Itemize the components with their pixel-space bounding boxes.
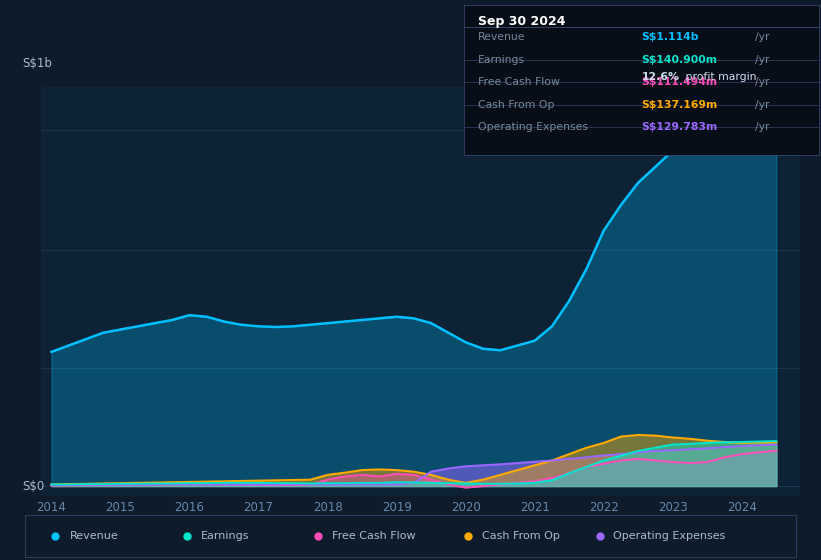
Text: Free Cash Flow: Free Cash Flow bbox=[478, 77, 560, 87]
Text: Cash From Op: Cash From Op bbox=[478, 100, 554, 110]
Text: /yr: /yr bbox=[755, 54, 770, 64]
Text: Operating Expenses: Operating Expenses bbox=[613, 531, 726, 541]
Text: Operating Expenses: Operating Expenses bbox=[478, 122, 588, 132]
Text: /yr: /yr bbox=[755, 32, 770, 42]
Text: Earnings: Earnings bbox=[478, 54, 525, 64]
Text: Cash From Op: Cash From Op bbox=[482, 531, 560, 541]
Text: Revenue: Revenue bbox=[70, 531, 118, 541]
Text: /yr: /yr bbox=[755, 122, 770, 132]
Text: Sep 30 2024: Sep 30 2024 bbox=[478, 15, 566, 28]
Text: /yr: /yr bbox=[755, 77, 770, 87]
Text: S$1.114b: S$1.114b bbox=[642, 32, 699, 42]
Text: Free Cash Flow: Free Cash Flow bbox=[332, 531, 415, 541]
Text: S$1b: S$1b bbox=[22, 58, 52, 71]
Text: S$0: S$0 bbox=[22, 479, 44, 492]
Text: S$129.783m: S$129.783m bbox=[642, 122, 718, 132]
Text: profit margin: profit margin bbox=[682, 72, 757, 82]
Text: S$111.494m: S$111.494m bbox=[642, 77, 718, 87]
Text: 12.6%: 12.6% bbox=[642, 72, 680, 82]
Text: S$137.169m: S$137.169m bbox=[642, 100, 718, 110]
Text: S$140.900m: S$140.900m bbox=[642, 54, 718, 64]
Text: Revenue: Revenue bbox=[478, 32, 525, 42]
Text: /yr: /yr bbox=[755, 100, 770, 110]
Text: Earnings: Earnings bbox=[200, 531, 249, 541]
